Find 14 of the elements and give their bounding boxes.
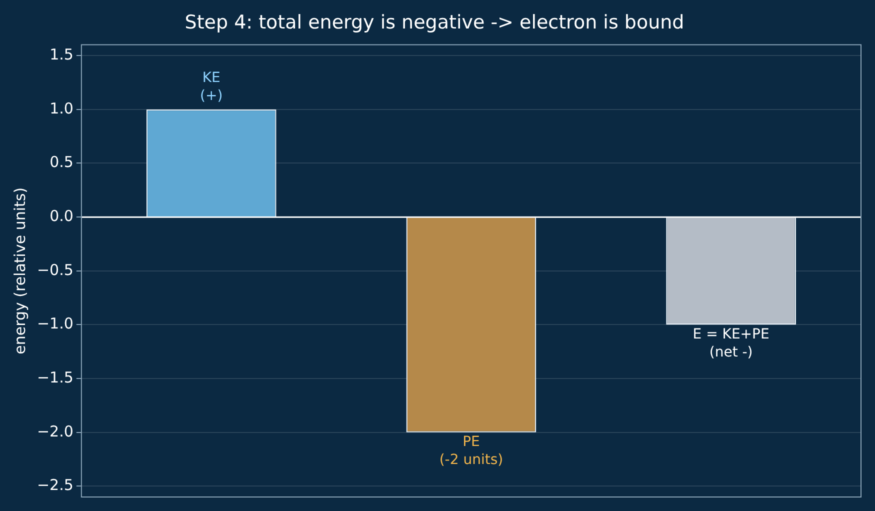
- y-tick-label: −2.5: [36, 476, 74, 494]
- y-tick-label: −2.0: [36, 422, 74, 440]
- y-tick-label: 1.5: [50, 45, 74, 64]
- annotation: E = KE+PE (net -): [692, 326, 770, 360]
- chart-title: Step 4: total energy is negative -> electron is bound: [184, 11, 684, 34]
- y-tick-label: 0.5: [50, 153, 74, 172]
- y-tick-label: 0.0: [50, 206, 74, 225]
- annotation: PE (-2 units): [439, 434, 504, 468]
- y-axis-title: energy (relative units): [10, 187, 29, 354]
- y-tick-label: −0.5: [36, 260, 74, 279]
- y-tick-label: −1.5: [36, 368, 74, 386]
- y-tick-label: 1.0: [50, 99, 74, 118]
- annotation: KE (+): [200, 70, 223, 104]
- y-tick-label: −1.0: [36, 314, 74, 333]
